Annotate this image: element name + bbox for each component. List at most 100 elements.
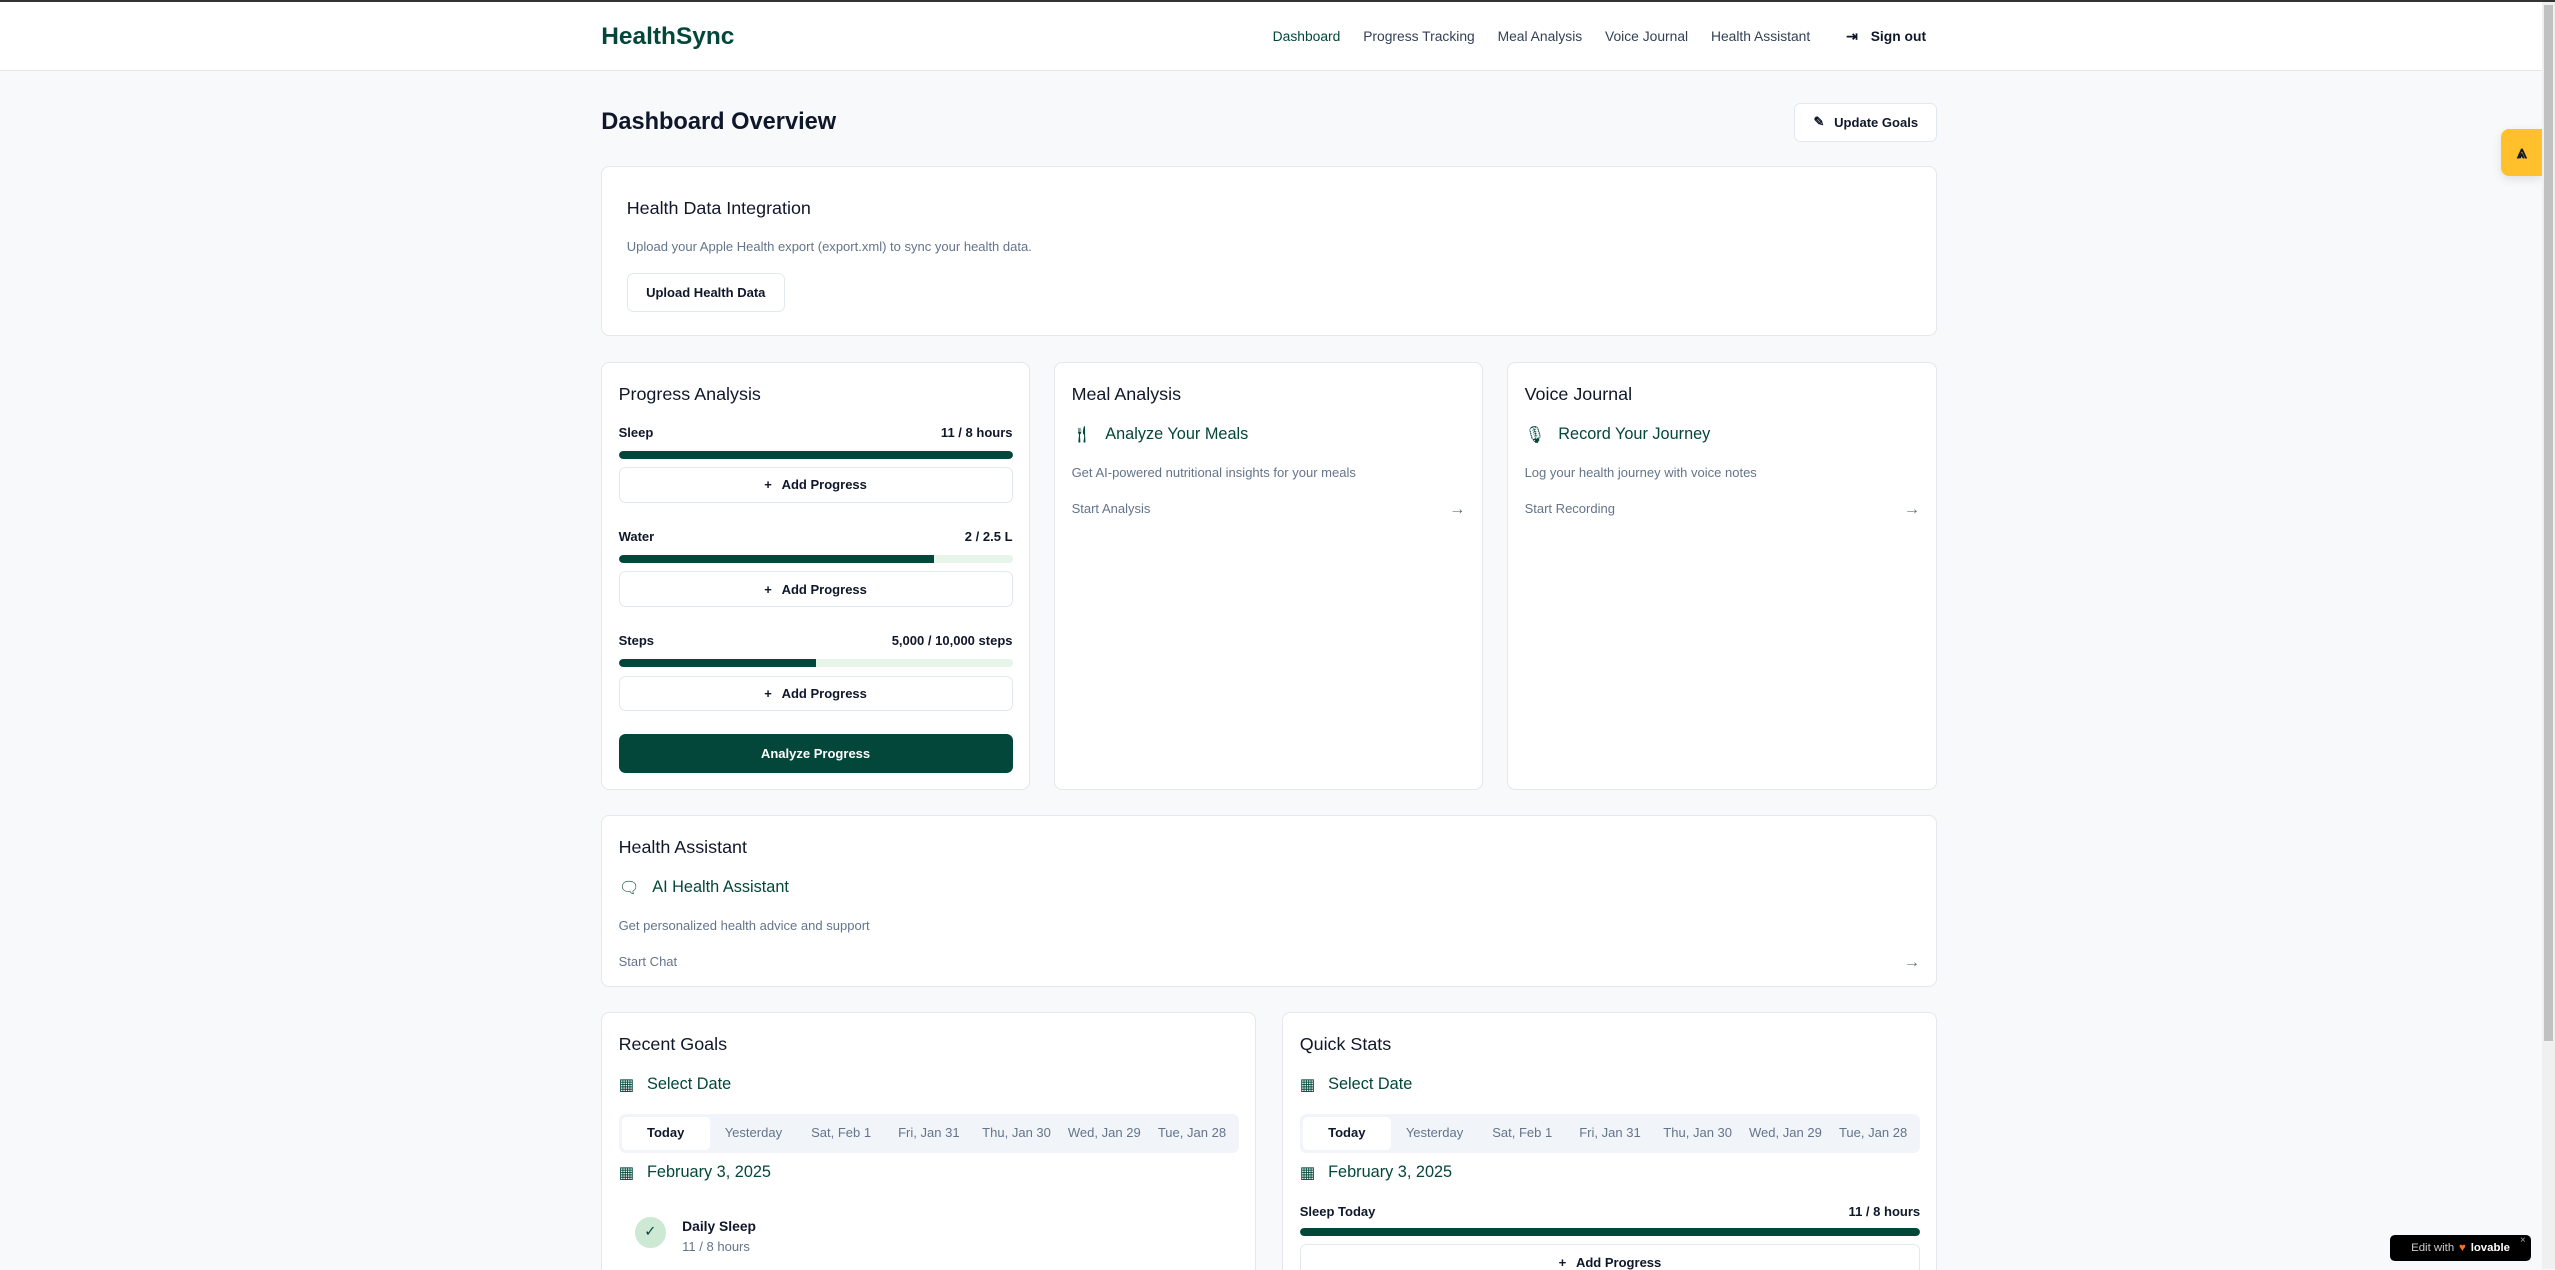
microphone-icon: 🎙︎ — [1524, 425, 1546, 444]
progress-fill — [618, 555, 934, 564]
plus-icon: + — [764, 686, 772, 702]
date-label: February 3, 2025 — [646, 1163, 771, 1182]
select-date-label: Select Date — [646, 1075, 732, 1094]
card-title: Health Assistant — [618, 836, 747, 857]
tab-date[interactable]: Tue, Jan 28 — [1157, 1125, 1227, 1141]
progress-value: 2 / 2.5 L — [964, 528, 1013, 544]
progress-fill — [1299, 1228, 1921, 1237]
scrollbar-thumb[interactable] — [2543, 4, 2554, 1042]
card-title: Quick Stats — [1299, 1034, 1392, 1055]
progress-label: Water — [618, 528, 655, 544]
tab-yesterday[interactable]: Yesterday — [1405, 1125, 1464, 1141]
progress-label: Sleep — [618, 424, 654, 440]
tab-date[interactable]: Thu, Jan 30 — [1663, 1125, 1733, 1141]
sign-out-button[interactable]: ⇥ Sign out — [1846, 28, 1926, 45]
progress-value: 5,000 / 10,000 steps — [891, 633, 1013, 649]
arrow-right-icon[interactable]: → — [1903, 952, 1921, 971]
nav-dashboard[interactable]: Dashboard — [1272, 28, 1341, 45]
goal-name: Daily Sleep — [682, 1218, 756, 1235]
progress-fill — [618, 450, 1013, 459]
health-data-integration-card: Health Data Integration Upload your Appl… — [601, 166, 1938, 336]
nav-voice-journal[interactable]: Voice Journal — [1605, 28, 1689, 45]
add-progress-button[interactable]: + Add Progress — [1299, 1244, 1921, 1270]
upload-health-data-button[interactable]: Upload Health Data — [626, 273, 785, 313]
date-tabs: Today Yesterday Sat, Feb 1 Fri, Jan 31 Thu, … — [1299, 1113, 1921, 1154]
calendar-icon: ▦ — [618, 1075, 634, 1094]
progress-analysis-card: Progress Analysis Sleep 11 / 8 hours + Add… — [601, 361, 1030, 791]
main-nav: Dashboard Progress Tracking Meal Analysi… — [1273, 28, 1926, 45]
add-progress-label: Add Progress — [781, 581, 867, 597]
update-goals-label: Update Goals — [1834, 114, 1919, 130]
start-chat-link[interactable]: Start Chat — [618, 954, 678, 970]
tab-date[interactable]: Wed, Jan 29 — [1067, 1125, 1141, 1141]
analyze-progress-button[interactable]: Analyze Progress — [618, 734, 1013, 774]
progress-label: Steps — [618, 633, 655, 649]
lovable-logo: lovable — [2470, 1242, 2510, 1255]
arrow-right-icon[interactable]: → — [1903, 499, 1921, 518]
nav-health-assistant[interactable]: Health Assistant — [1710, 28, 1811, 45]
add-progress-label: Add Progress — [1575, 1254, 1662, 1270]
meal-description: Get AI-powered nutritional insights for … — [1071, 465, 1356, 481]
nav-progress-tracking[interactable]: Progress Tracking — [1363, 28, 1475, 45]
progress-value: 11 / 8 hours — [940, 424, 1013, 440]
tab-date[interactable]: Fri, Jan 31 — [1579, 1125, 1641, 1141]
card-title: Voice Journal — [1524, 383, 1633, 404]
add-progress-button[interactable]: + Add Progress — [618, 467, 1013, 503]
select-date-label: Select Date — [1328, 1075, 1413, 1094]
nav-meal-analysis[interactable]: Meal Analysis — [1497, 28, 1583, 45]
progress-fill — [618, 659, 816, 668]
card-title: Progress Analysis — [618, 383, 761, 404]
progress-row-steps: Steps 5,000 / 10,000 steps — [619, 633, 1013, 648]
progress-row-sleep: Sleep 11 / 8 hours — [619, 425, 1013, 440]
select-date-button[interactable]: ▦ Select Date — [619, 1075, 732, 1095]
start-recording-link[interactable]: Start Recording — [1524, 501, 1615, 517]
tab-date[interactable]: Thu, Jan 30 — [982, 1125, 1051, 1141]
tab-date[interactable]: Tue, Jan 28 — [1838, 1125, 1908, 1141]
add-progress-button[interactable]: + Add Progress — [618, 571, 1013, 608]
heading-label: Analyze Your Meals — [1105, 425, 1249, 444]
progress-bar-water — [618, 555, 1013, 564]
tab-today[interactable]: Today — [1302, 1117, 1391, 1150]
sleep-today-row: Sleep Today 11 / 8 hours — [1300, 1204, 1920, 1219]
tab-date[interactable]: Fri, Jan 31 — [898, 1125, 960, 1141]
voice-description: Log your health journey with voice notes — [1524, 465, 1757, 481]
extension-widget-icon[interactable]: ⩓ — [2501, 128, 2543, 176]
update-goals-button[interactable]: ✎ Update Goals — [1794, 102, 1938, 142]
tab-yesterday[interactable]: Yesterday — [724, 1125, 783, 1141]
analyze-meals-heading: 🍴︎ Analyze Your Meals — [1072, 425, 1249, 445]
close-icon[interactable]: × — [2520, 1235, 2526, 1247]
edit-with-lovable-badge[interactable]: Edit with ♥ lovable × — [2390, 1235, 2531, 1262]
assistant-description: Get personalized health advice and suppo… — [618, 918, 870, 934]
select-date-button[interactable]: ▦ Select Date — [1300, 1075, 1413, 1095]
tab-date[interactable]: Sat, Feb 1 — [1492, 1125, 1553, 1141]
plus-icon: + — [764, 581, 772, 597]
utensils-icon: 🍴︎ — [1071, 425, 1093, 444]
ai-assistant-heading: 🗨︎ AI Health Assistant — [619, 878, 789, 898]
add-progress-button[interactable]: + Add Progress — [618, 675, 1013, 712]
progress-row-water: Water 2 / 2.5 L — [619, 529, 1013, 544]
tab-date[interactable]: Sat, Feb 1 — [811, 1125, 872, 1141]
stat-label: Sleep Today — [1299, 1203, 1376, 1219]
date-label: February 3, 2025 — [1328, 1163, 1453, 1182]
header: HealthSync Dashboard Progress Tracking M… — [0, 1, 2543, 72]
sign-out-label: Sign out — [1870, 27, 1927, 44]
card-title: Recent Goals — [618, 1034, 728, 1055]
integration-description: Upload your Apple Health export (export.… — [626, 238, 1032, 254]
logo[interactable]: HealthSync — [601, 22, 735, 50]
calendar-icon: ▦ — [1299, 1163, 1316, 1182]
plus-icon: + — [764, 477, 772, 493]
plus-icon: + — [1558, 1254, 1567, 1270]
tab-today[interactable]: Today — [621, 1117, 710, 1150]
record-journey-heading: 🎙︎ Record Your Journey — [1525, 425, 1711, 445]
scrollbar[interactable] — [2542, 1, 2555, 1270]
arrow-right-icon[interactable]: → — [1449, 499, 1466, 518]
goal-value: 11 / 8 hours — [682, 1239, 750, 1255]
start-analysis-link[interactable]: Start Analysis — [1071, 501, 1151, 517]
progress-bar-sleep — [618, 450, 1013, 459]
stat-value: 11 / 8 hours — [1848, 1203, 1921, 1219]
selected-date: ▦ February 3, 2025 — [1300, 1163, 1452, 1183]
card-title: Health Data Integration — [626, 198, 811, 219]
card-title: Meal Analysis — [1071, 383, 1182, 404]
heading-label: AI Health Assistant — [652, 878, 789, 897]
tab-date[interactable]: Wed, Jan 29 — [1748, 1125, 1822, 1141]
